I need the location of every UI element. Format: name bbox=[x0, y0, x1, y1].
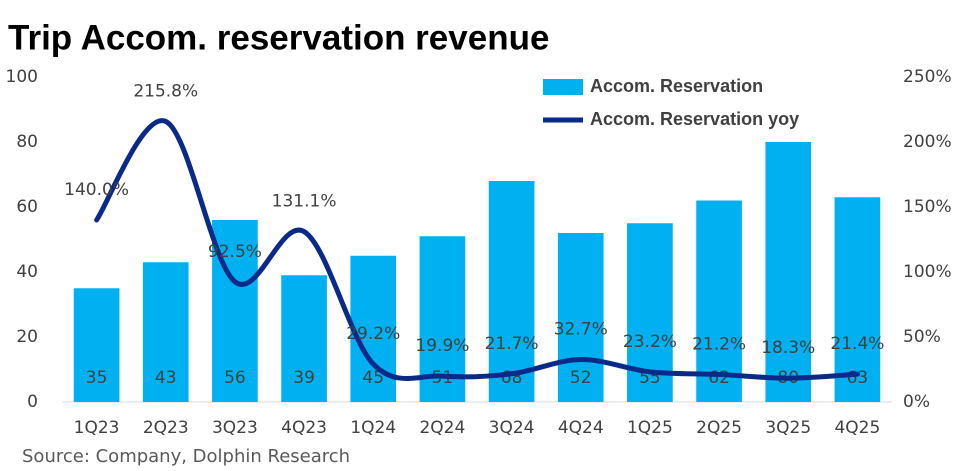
y2-tick-label: 100% bbox=[903, 262, 952, 282]
bar-value-label: 43 bbox=[155, 368, 177, 388]
bar bbox=[765, 142, 812, 402]
x-tick-label: 1Q23 bbox=[74, 418, 120, 438]
bar-value-label: 62 bbox=[708, 368, 730, 388]
y-tick-label: 100 bbox=[6, 67, 38, 87]
line-value-label: 32.7% bbox=[554, 319, 608, 339]
x-tick-label: 4Q24 bbox=[558, 418, 604, 438]
line-value-label: 18.3% bbox=[761, 338, 815, 358]
line-value-label: 215.8% bbox=[133, 81, 198, 101]
x-tick-label: 1Q24 bbox=[350, 418, 396, 438]
x-tick-label: 2Q25 bbox=[696, 418, 742, 438]
bar bbox=[834, 197, 881, 402]
bar bbox=[696, 200, 742, 402]
line bbox=[94, 118, 860, 382]
x-tick-label: 4Q25 bbox=[834, 418, 880, 438]
chart-title: Trip Accom. reservation revenue bbox=[8, 18, 549, 57]
bar-value-label: 39 bbox=[293, 368, 315, 388]
line-value-label: 21.4% bbox=[830, 334, 884, 354]
x-tick-label: 3Q25 bbox=[765, 418, 811, 438]
bar bbox=[73, 288, 120, 402]
bar-value-label: 56 bbox=[224, 368, 246, 388]
bar-value-label: 63 bbox=[847, 368, 869, 388]
line-value-label: 131.1% bbox=[272, 192, 337, 212]
bar bbox=[281, 275, 327, 402]
x-tick-label: 3Q24 bbox=[489, 418, 535, 438]
bar-value-label: 45 bbox=[362, 368, 384, 388]
y-tick-label: 40 bbox=[16, 262, 38, 282]
source-note: Source: Company, Dolphin Research bbox=[22, 446, 350, 467]
x-tick-label: 4Q23 bbox=[281, 418, 327, 438]
bar-value-label: 35 bbox=[86, 368, 108, 388]
y2-tick-label: 150% bbox=[903, 197, 952, 217]
y-tick-label: 20 bbox=[16, 327, 38, 347]
line-value-label: 29.2% bbox=[346, 324, 400, 344]
y2-tick-label: 200% bbox=[903, 132, 952, 152]
y2-tick-label: 0% bbox=[903, 392, 930, 412]
y-tick-label: 60 bbox=[16, 197, 38, 217]
y-tick-label: 0 bbox=[27, 392, 38, 412]
x-tick-label: 3Q23 bbox=[212, 418, 258, 438]
x-tick-label: 2Q23 bbox=[143, 418, 189, 438]
y2-tick-label: 250% bbox=[903, 67, 952, 87]
legend-swatch bbox=[543, 79, 583, 95]
line-value-label: 21.7% bbox=[485, 334, 539, 354]
legend-label: Accom. Reservation yoy bbox=[590, 109, 799, 129]
legend-label: Accom. Reservation bbox=[590, 76, 763, 96]
line-value-label: 19.9% bbox=[415, 336, 469, 356]
line-value-label: 92.5% bbox=[208, 242, 262, 262]
y2-tick-label: 50% bbox=[903, 327, 941, 347]
line-value-label: 21.2% bbox=[692, 334, 746, 354]
bar bbox=[488, 181, 535, 402]
line-value-label: 140.0% bbox=[64, 180, 129, 200]
x-tick-label: 2Q24 bbox=[419, 418, 465, 438]
bar bbox=[557, 233, 604, 402]
y-tick-label: 80 bbox=[16, 132, 38, 152]
bar bbox=[142, 262, 189, 402]
bar-value-label: 52 bbox=[570, 368, 592, 388]
line-value-label: 23.2% bbox=[623, 332, 677, 352]
x-tick-label: 1Q25 bbox=[627, 418, 673, 438]
